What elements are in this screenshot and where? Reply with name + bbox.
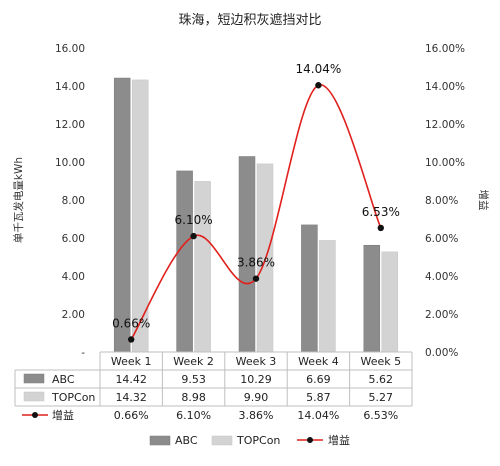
gain-data-label: 3.86% xyxy=(237,256,275,270)
category-label: Week 2 xyxy=(173,355,214,368)
bar-abc-5 xyxy=(363,244,381,353)
table-cell: 14.32 xyxy=(115,391,147,404)
chart-title: 珠海，短边积灰遮挡对比 xyxy=(178,12,321,28)
gain-point-5 xyxy=(377,224,384,232)
table-series-name: ABC xyxy=(52,373,75,386)
legend-label: TOPCon xyxy=(236,434,280,447)
legend-label: ABC xyxy=(175,434,198,447)
right-tick-label: 6.00% xyxy=(425,233,458,245)
table-cell: 9.53 xyxy=(181,373,206,386)
legend-key-abc xyxy=(149,435,171,446)
table-cell: 5.87 xyxy=(306,391,331,404)
table-cell: 10.29 xyxy=(240,373,272,386)
left-tick-label: 6.00 xyxy=(62,233,85,245)
right-tick-label: 16.00% xyxy=(425,43,465,55)
bar-topcon-2 xyxy=(194,181,211,353)
category-label: Week 4 xyxy=(298,355,339,368)
table-cell: 6.53% xyxy=(363,409,398,422)
table-cell: 6.10% xyxy=(176,409,211,422)
table-key-abc xyxy=(23,373,45,384)
left-tick-label: 12.00 xyxy=(55,119,85,131)
bar-abc-4 xyxy=(301,224,318,353)
gain-data-label: 6.10% xyxy=(175,213,213,227)
right-tick-label: 12.00% xyxy=(425,119,465,131)
table-key-gain-dot xyxy=(32,412,38,418)
table-cell: 3.86% xyxy=(239,409,274,422)
bar-abc-1 xyxy=(113,77,131,353)
right-tick-label: 8.00% xyxy=(425,195,458,207)
right-tick-label: 14.00% xyxy=(425,81,465,93)
bar-abc-3 xyxy=(238,156,256,353)
left-tick-label: 10.00 xyxy=(55,157,85,169)
left-tick-label: 4.00 xyxy=(62,271,85,283)
category-label: Week 1 xyxy=(111,355,152,368)
table-series-name: 增益 xyxy=(52,408,74,422)
gain-data-label: 14.04% xyxy=(296,62,342,76)
gain-point-3 xyxy=(252,275,260,282)
table-cell: 8.98 xyxy=(181,391,206,404)
gain-line xyxy=(130,84,382,340)
table-cell: 5.27 xyxy=(369,391,394,404)
bar-topcon-5 xyxy=(381,251,399,353)
gain-point-1 xyxy=(128,336,135,343)
gain-point-4 xyxy=(315,82,322,89)
table-cell: 14.42 xyxy=(115,373,147,386)
table-cell: 0.66% xyxy=(114,409,149,422)
bar-abc-2 xyxy=(176,170,193,353)
left-tick-label: 2.00 xyxy=(62,309,85,321)
legend-key-gain-dot xyxy=(307,437,313,443)
right-tick-label: 4.00% xyxy=(425,271,458,283)
table-cell: 9.90 xyxy=(244,391,269,404)
left-tick-label: 16.00 xyxy=(55,43,85,55)
table-key-topcon xyxy=(23,391,45,402)
category-label: Week 3 xyxy=(236,355,277,368)
bar-topcon-4 xyxy=(319,240,336,353)
left-tick-label: 8.00 xyxy=(62,195,85,207)
table-cell: 5.62 xyxy=(369,373,394,386)
table-series-name: TOPCon xyxy=(51,391,95,404)
gain-point-2 xyxy=(190,232,197,240)
gain-data-label: 0.66% xyxy=(112,316,150,330)
right-tick-label: 2.00% xyxy=(425,309,458,321)
table-cell: 14.04% xyxy=(297,409,339,422)
left-tick-label: 14.00 xyxy=(55,81,85,93)
left-tick-label: - xyxy=(81,347,85,359)
right-tick-label: 0.00% xyxy=(425,347,458,359)
y-axis-left-title: 单千瓦发电量kWh xyxy=(12,157,25,243)
y-axis-right-title: 增益 xyxy=(477,190,490,211)
legend-key-topcon xyxy=(211,435,233,446)
right-tick-label: 10.00% xyxy=(425,157,465,169)
category-label: Week 5 xyxy=(360,355,401,368)
table-cell: 6.69 xyxy=(306,373,331,386)
legend-label: 增益 xyxy=(328,433,350,447)
gain-data-label: 6.53% xyxy=(362,205,400,219)
